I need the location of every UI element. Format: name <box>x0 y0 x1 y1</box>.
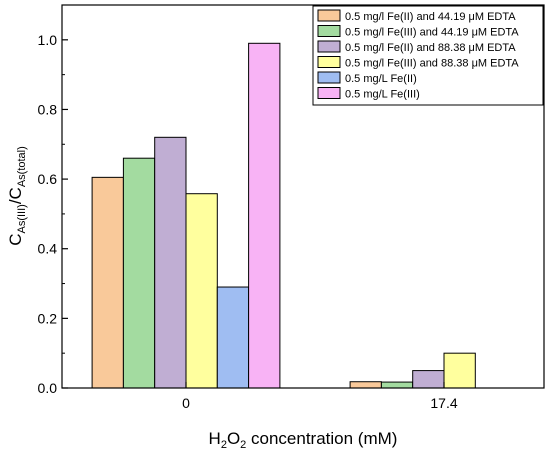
bar-1-cat-1 <box>91 176 124 389</box>
legend-label: 0.5 mg/l Fe(II) and 88.38 μM EDTA <box>345 42 516 54</box>
legend-label: 0.5 mg/l Fe(II) and 44.19 μM EDTA <box>345 11 516 23</box>
bar-1-cat-2 <box>349 381 382 389</box>
y-tick-label: 0.6 <box>38 171 58 187</box>
legend-label: 0.5 mg/L Fe(II) <box>345 73 417 85</box>
bar-4-cat-2 <box>443 352 476 389</box>
plot-frame <box>61 4 545 389</box>
bar-4-cat-1 <box>185 193 218 389</box>
legend-swatch <box>317 40 341 53</box>
x-tick-label: 17.4 <box>430 395 457 411</box>
bar-3-cat-1 <box>154 136 187 389</box>
x-axis-title: H2O2 concentration (mM) <box>209 429 398 451</box>
legend: 0.5 mg/l Fe(II) and 44.19 μM EDTA 0.5 mg/… <box>312 5 544 106</box>
legend-label: 0.5 mg/l Fe(III) and 44.19 μM EDTA <box>345 27 519 39</box>
bar-2-cat-1 <box>122 157 156 389</box>
y-tick-label: 0.4 <box>38 241 58 257</box>
legend-label: 0.5 mg/L Fe(III) <box>345 89 420 101</box>
legend-box <box>312 5 544 106</box>
x-tick-label: 0 <box>182 395 190 411</box>
legend-swatch <box>317 9 341 22</box>
bar-3-cat-2 <box>412 370 445 389</box>
y-axis-title: CAs(III)/CAs(total) <box>6 146 28 246</box>
legend-label: 0.5 mg/l Fe(III) and 88.38 μM EDTA <box>345 58 519 70</box>
legend-swatch <box>317 87 341 99</box>
y-tick-label: 0.8 <box>38 101 58 117</box>
bar-5-cat-1 <box>216 286 250 389</box>
legend-swatch <box>317 56 341 68</box>
legend-swatch <box>317 25 341 37</box>
y-tick-label: 0.2 <box>38 310 58 326</box>
bar-6-cat-1 <box>248 42 281 389</box>
y-tick-label: 1.0 <box>38 32 58 48</box>
bars-group <box>91 42 476 389</box>
axis-ticks: 0.0 0.2 0.4 0.6 0.8 1.0 0 17.4 <box>38 4 458 411</box>
y-tick-label: 0.0 <box>38 380 58 396</box>
legend-swatch <box>317 71 341 84</box>
bar-2-cat-2 <box>380 381 414 389</box>
